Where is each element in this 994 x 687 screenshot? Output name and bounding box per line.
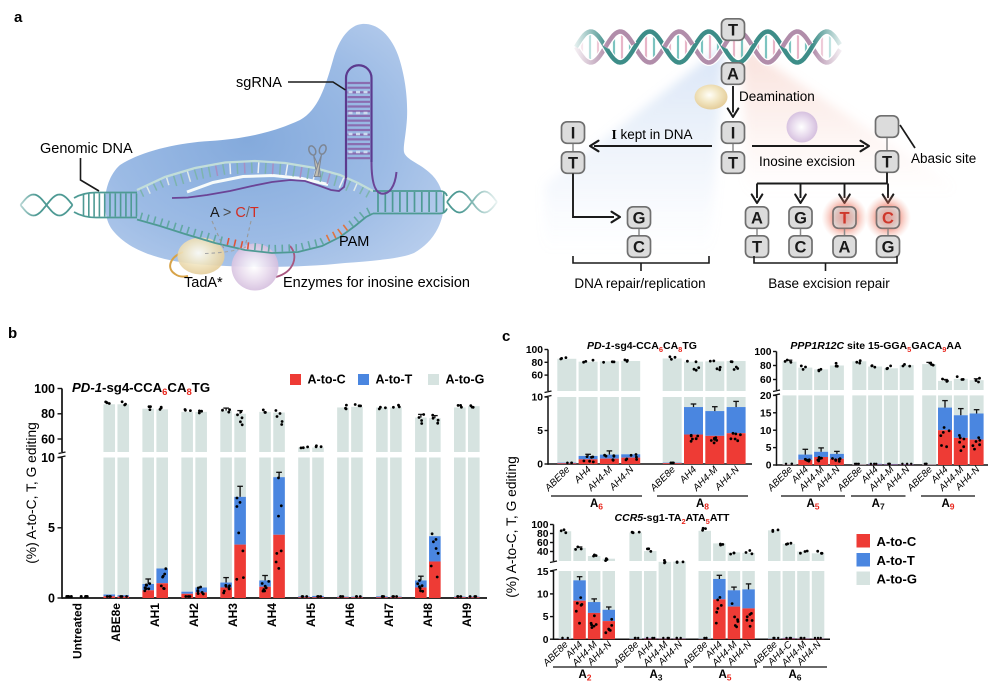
svg-text:I kept in DNA: I kept in DNA [611, 127, 692, 142]
svg-text:60: 60 [760, 375, 772, 386]
svg-text:A-to-G: A-to-G [446, 373, 485, 387]
svg-text:40: 40 [537, 547, 549, 558]
svg-text:80: 80 [41, 407, 55, 421]
svg-text:A2: A2 [578, 669, 591, 683]
svg-text:AH6: AH6 [343, 603, 357, 627]
svg-text:A8: A8 [696, 498, 709, 512]
svg-text:G: G [882, 239, 895, 257]
svg-text:sgRNA: sgRNA [236, 75, 282, 91]
svg-text:60: 60 [537, 538, 549, 549]
svg-text:AH8: AH8 [421, 603, 435, 627]
svg-text:5: 5 [537, 426, 543, 437]
svg-text:A5: A5 [806, 498, 819, 512]
svg-text:A9: A9 [941, 498, 954, 512]
svg-text:AH4: AH4 [265, 603, 279, 627]
svg-text:15: 15 [537, 567, 549, 578]
svg-text:5: 5 [766, 443, 772, 454]
svg-text:A: A [751, 210, 763, 228]
svg-text:10: 10 [532, 393, 544, 404]
svg-text:T: T [728, 22, 738, 40]
svg-text:TadA*: TadA* [184, 275, 223, 291]
svg-text:T: T [882, 154, 892, 172]
svg-text:ABE8e: ABE8e [109, 603, 123, 642]
svg-text:10: 10 [760, 426, 772, 437]
svg-text:A-to-T: A-to-T [376, 373, 413, 387]
svg-text:Enzymes for inosine excision: Enzymes for inosine excision [283, 275, 470, 291]
svg-text:G: G [633, 210, 646, 228]
svg-text:G: G [794, 210, 807, 228]
svg-text:A > C/T: A > C/T [210, 205, 259, 221]
svg-text:AH5: AH5 [304, 603, 318, 627]
svg-text:60: 60 [532, 371, 544, 382]
svg-text:15: 15 [760, 408, 772, 419]
svg-text:(%) A-to-C, T, G editing: (%) A-to-C, T, G editing [24, 422, 39, 564]
svg-text:PD-1-sg4-CCA6 CA8 TG: PD-1-sg4-CCA6 CA8 TG [587, 340, 697, 354]
svg-text:Untreated: Untreated [70, 603, 84, 659]
svg-text:0: 0 [48, 591, 55, 605]
svg-text:I: I [731, 125, 736, 143]
svg-text:10: 10 [537, 590, 549, 601]
svg-text:10: 10 [41, 451, 55, 465]
svg-text:C: C [795, 239, 807, 257]
svg-text:Base excision repair: Base excision repair [768, 276, 890, 291]
svg-text:Deamination: Deamination [739, 89, 815, 104]
svg-text:0: 0 [537, 460, 543, 471]
svg-text:C: C [633, 239, 645, 257]
svg-text:DNA repair/replication: DNA repair/replication [574, 276, 705, 291]
svg-text:PAM: PAM [339, 234, 369, 250]
svg-text:b: b [8, 325, 17, 342]
svg-text:Inosine excision: Inosine excision [759, 154, 855, 169]
svg-text:AH9: AH9 [460, 603, 474, 627]
svg-text:PD-1-sg4-CCA6 CA8 TG: PD-1-sg4-CCA6 CA8 TG [72, 380, 210, 398]
svg-text:100: 100 [531, 520, 548, 531]
svg-text:(%) A-to-C, T, G editing: (%) A-to-C, T, G editing [504, 456, 519, 598]
svg-text:A7: A7 [872, 498, 885, 512]
svg-text:A-to-T: A-to-T [877, 553, 915, 568]
svg-text:A: A [727, 66, 739, 84]
svg-text:5: 5 [543, 612, 549, 623]
svg-text:A-to-C: A-to-C [308, 373, 346, 387]
svg-text:PPP1R12C site 15-GGA5 GACA9 AA: PPP1R12C site 15-GGA5 GACA9 AA [790, 340, 962, 354]
svg-text:a: a [14, 9, 23, 26]
svg-text:20: 20 [760, 391, 772, 402]
svg-text:5: 5 [48, 521, 55, 535]
svg-text:AH3: AH3 [226, 603, 240, 627]
svg-text:80: 80 [532, 358, 544, 369]
svg-text:AH2: AH2 [187, 603, 201, 627]
svg-text:I: I [571, 125, 576, 143]
svg-text:T: T [728, 155, 738, 173]
svg-text:A3: A3 [649, 669, 662, 683]
svg-text:60: 60 [41, 432, 55, 446]
svg-text:A6: A6 [590, 498, 603, 512]
svg-text:80: 80 [537, 529, 549, 540]
svg-text:80: 80 [760, 361, 772, 372]
svg-text:A: A [839, 239, 851, 257]
svg-text:0: 0 [766, 461, 772, 472]
svg-text:Genomic DNA: Genomic DNA [40, 141, 133, 157]
svg-text:100: 100 [754, 347, 771, 358]
svg-text:AH7: AH7 [382, 603, 396, 627]
svg-text:A5: A5 [718, 669, 731, 683]
svg-text:AH1: AH1 [148, 603, 162, 627]
svg-text:A-to-G: A-to-G [877, 572, 917, 587]
svg-text:c: c [502, 328, 510, 345]
svg-text:A6: A6 [788, 669, 801, 683]
svg-text:T: T [568, 155, 578, 173]
svg-text:T: T [752, 239, 762, 257]
svg-text:CCR5-sg1-TA2 ATA5 ATT: CCR5-sg1-TA2 ATA5 ATT [615, 512, 730, 526]
svg-text:100: 100 [526, 345, 543, 356]
svg-text:100: 100 [34, 382, 55, 396]
svg-text:Abasic site: Abasic site [911, 151, 976, 166]
svg-text:A-to-C: A-to-C [877, 534, 917, 549]
svg-text:0: 0 [543, 635, 549, 646]
